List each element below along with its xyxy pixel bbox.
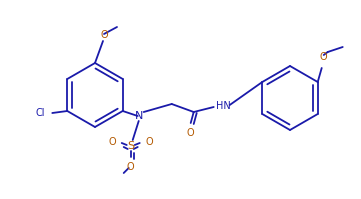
Text: N: N (135, 111, 143, 121)
Text: O: O (187, 128, 195, 138)
Text: O: O (146, 137, 153, 147)
Text: O: O (100, 30, 108, 40)
Text: HN: HN (216, 101, 230, 111)
Text: O: O (127, 162, 135, 172)
Text: Cl: Cl (36, 108, 45, 118)
Text: O: O (108, 137, 116, 147)
Text: S: S (127, 141, 134, 151)
Text: O: O (320, 52, 327, 62)
